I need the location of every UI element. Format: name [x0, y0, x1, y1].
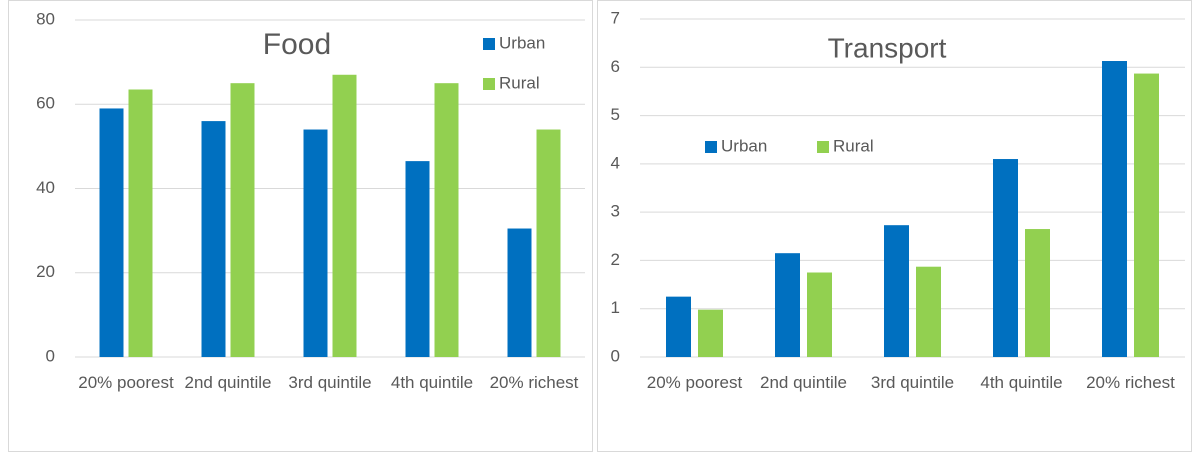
- bar: [303, 129, 328, 357]
- x-tick-label: 2nd quintile: [760, 373, 847, 392]
- bar: [1102, 61, 1127, 357]
- x-tick-label: 20% richest: [489, 373, 579, 392]
- bar: [405, 161, 430, 357]
- x-tick-label: 2nd quintile: [184, 373, 272, 392]
- bar: [201, 121, 226, 357]
- y-tick-label: 7: [611, 8, 620, 27]
- y-tick-label: 0: [611, 346, 620, 365]
- bar: [916, 266, 941, 357]
- x-tick-label: 3rd quintile: [870, 373, 955, 392]
- legend-swatch: [817, 141, 829, 153]
- bar: [1025, 229, 1050, 357]
- y-tick-label: 20: [36, 262, 55, 281]
- bar: [993, 159, 1018, 357]
- legend-label: Urban: [499, 33, 545, 52]
- bar: [666, 296, 691, 357]
- bar: [434, 83, 459, 357]
- x-tick-label: 4th quintile: [390, 373, 474, 392]
- y-tick-label: 80: [36, 9, 55, 28]
- legend-swatch: [705, 141, 717, 153]
- bar: [807, 272, 832, 357]
- legend-swatch: [483, 78, 495, 90]
- bar: [99, 108, 124, 358]
- bar: [536, 129, 561, 357]
- y-tick-label: 5: [611, 105, 620, 124]
- y-tick-label: 3: [611, 202, 620, 221]
- x-tick-label: 20% poorest: [78, 373, 174, 392]
- bar: [1134, 73, 1159, 357]
- legend-label: Rural: [499, 73, 540, 92]
- bar: [230, 83, 255, 357]
- legend-label: Urban: [721, 136, 767, 155]
- y-tick-label: 60: [36, 94, 55, 113]
- chart-title: Transport: [828, 32, 947, 63]
- legend-label: Rural: [833, 136, 874, 155]
- x-tick-label: 4th quintile: [980, 373, 1063, 392]
- y-tick-label: 4: [611, 153, 620, 172]
- y-tick-label: 40: [36, 178, 55, 197]
- y-tick-label: 0: [46, 346, 55, 365]
- y-tick-label: 1: [611, 298, 620, 317]
- y-tick-label: 2: [611, 250, 620, 269]
- bar: [332, 74, 357, 357]
- bar: [698, 309, 723, 357]
- x-tick-label: 20% poorest: [646, 373, 743, 392]
- chart-frame: [8, 0, 593, 452]
- bar: [884, 225, 909, 357]
- x-tick-label: 3rd quintile: [288, 373, 372, 392]
- bar: [775, 253, 800, 357]
- x-tick-label: 20% richest: [1086, 373, 1175, 392]
- y-tick-label: 6: [611, 57, 620, 76]
- legend-swatch: [483, 38, 495, 50]
- bar: [128, 89, 153, 357]
- chart-title: Food: [263, 28, 331, 61]
- bar: [507, 228, 532, 357]
